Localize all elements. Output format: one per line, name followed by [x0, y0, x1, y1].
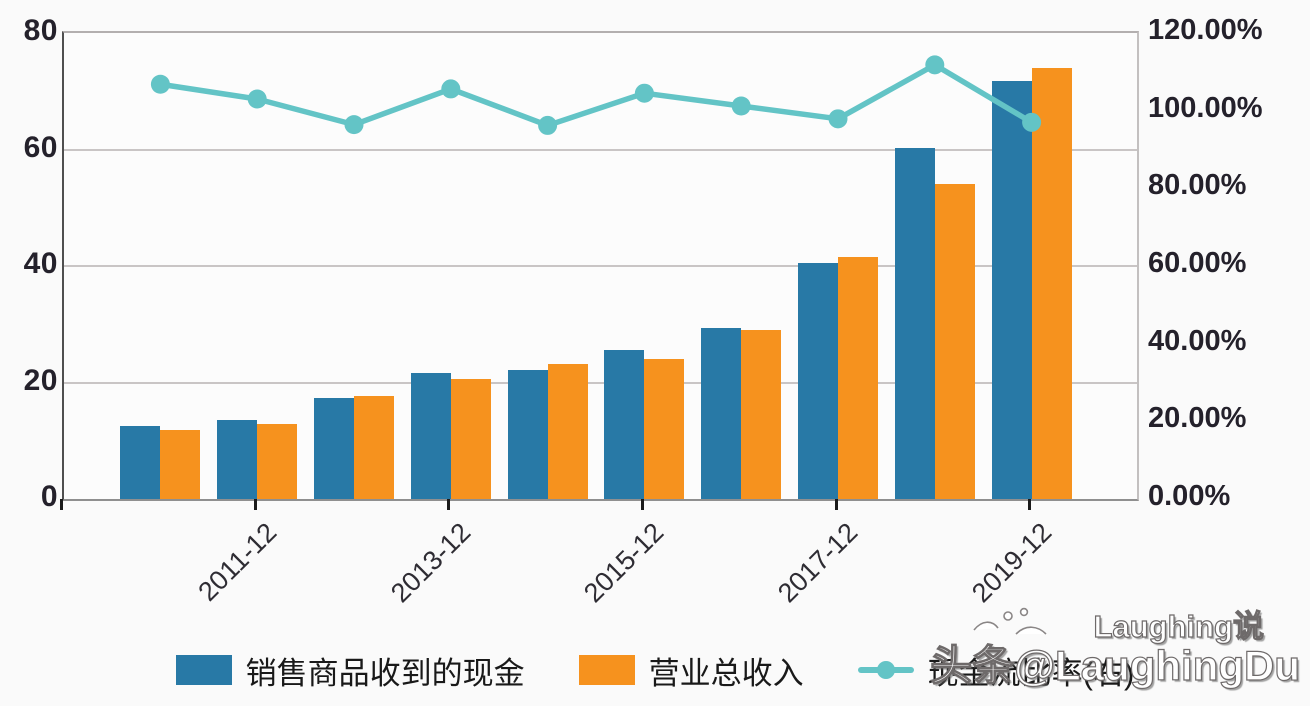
bar-销售商品收到的现金: [798, 262, 838, 499]
gridline: [64, 148, 1137, 151]
line-point: [634, 83, 654, 103]
y-axis-label-left: 60: [23, 130, 58, 164]
bar-销售商品收到的现金: [604, 350, 645, 499]
x-axis-label: 2017-12: [771, 517, 864, 609]
bar-营业总收入: [354, 395, 394, 499]
line-point: [441, 79, 461, 99]
bar-销售商品收到的现金: [314, 398, 354, 499]
bar-营业总收入: [644, 358, 685, 499]
y-axis-label-left: 0: [40, 480, 58, 513]
line-point: [731, 96, 751, 116]
y-axis-label-right: 100.00%: [1148, 91, 1263, 124]
bar-营业总收入: [1031, 67, 1072, 499]
bar-销售商品收到的现金: [991, 80, 1032, 499]
legend: 销售商品收到的现金 营业总收入 现金流比率(右): [0, 648, 1310, 692]
watermark-line1: Laughing说: [1093, 609, 1265, 644]
watermark-logo-icon: [973, 607, 1047, 635]
x-axis-tick: [834, 499, 838, 510]
y-axis-label-left: 20: [23, 363, 58, 397]
gridline: [64, 381, 1137, 384]
legend-label: 营业总收入: [648, 655, 804, 691]
bar-销售商品收到的现金: [410, 373, 451, 499]
axis-corner-tick: [60, 499, 63, 510]
legend-swatch-营业总收入: [578, 655, 635, 685]
line-现金流比率(右): [159, 62, 1034, 129]
legend-item: 销售商品收到的现金: [175, 648, 525, 693]
legend-item: 现金流比率(右): [857, 648, 1135, 693]
y-axis-label-right: 20.00%: [1148, 402, 1247, 435]
legend-item: 营业总收入: [578, 648, 804, 693]
bar-营业总收入: [257, 423, 298, 499]
y-axis-label-right: 40.00%: [1148, 324, 1247, 357]
bar-营业总收入: [934, 184, 975, 499]
x-axis-label: 2015-12: [578, 517, 670, 609]
line-point: [925, 55, 945, 75]
x-axis-tick: [447, 499, 451, 510]
line-point: [150, 74, 170, 94]
bar-销售商品收到的现金: [120, 425, 161, 499]
y-axis-label-right: 80.00%: [1148, 169, 1247, 202]
bar-营业总收入: [450, 379, 491, 499]
legend-swatch-销售商品收到的现金: [175, 655, 232, 685]
y-axis-label-right: 0.00%: [1148, 480, 1231, 512]
x-axis-tick: [640, 499, 644, 510]
line-point: [828, 109, 848, 129]
x-axis-tick: [253, 499, 257, 510]
y-axis-label-left: 80: [23, 14, 58, 47]
bar-营业总收入: [547, 364, 588, 499]
plot-area: [62, 31, 1139, 501]
x-axis-tick: [1028, 499, 1032, 510]
bar-销售商品收到的现金: [701, 328, 742, 499]
line-point: [247, 89, 267, 109]
legend-label: 销售商品收到的现金: [245, 655, 525, 691]
legend-line-dot: [876, 661, 895, 679]
legend-label: 现金流比率(右): [927, 655, 1135, 691]
bar-营业总收入: [160, 430, 201, 499]
bar-销售商品收到的现金: [894, 148, 935, 499]
bar-营业总收入: [838, 257, 878, 499]
x-axis-label: 2011-12: [192, 517, 283, 607]
legend-line-swatch: [857, 655, 914, 685]
gridline: [64, 265, 1137, 267]
bar-销售商品收到的现金: [507, 370, 548, 499]
y-axis-label-right: 120.00%: [1148, 14, 1263, 46]
line-point: [344, 115, 364, 135]
x-axis-label: 2019-12: [965, 517, 1057, 609]
x-axis-label: 2013-12: [384, 517, 477, 609]
bar-销售商品收到的现金: [217, 419, 258, 499]
y-axis-label-right: 60.00%: [1148, 247, 1247, 279]
bar-营业总收入: [741, 330, 782, 499]
y-axis-label-left: 40: [23, 247, 58, 280]
line-point: [538, 115, 558, 135]
